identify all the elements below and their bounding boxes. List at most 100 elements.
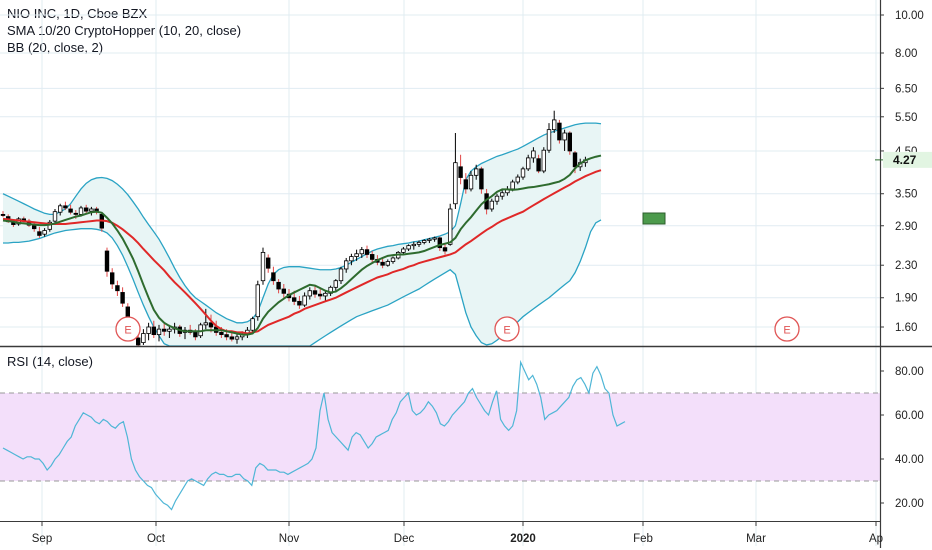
candle-body [167, 328, 172, 332]
candle [552, 110, 557, 134]
earnings-circle [774, 316, 800, 342]
candle [354, 249, 359, 261]
price-tick-label: 3.50 [895, 189, 917, 201]
candle-body [359, 249, 364, 255]
candle [167, 324, 172, 338]
candle-body [302, 295, 307, 306]
candle [536, 154, 541, 174]
candle-body [73, 212, 78, 215]
price-tick-label: 2.30 [895, 260, 917, 272]
bollinger-bands [2, 122, 602, 347]
candle [115, 280, 120, 296]
candle [338, 266, 344, 284]
candle-body [546, 129, 552, 151]
candle-body [380, 261, 385, 266]
candle [562, 129, 567, 151]
candle [416, 240, 422, 247]
candle [104, 247, 110, 277]
candle-body [354, 253, 359, 257]
candle [265, 254, 271, 273]
candle-body [208, 322, 214, 328]
candle-body [494, 195, 500, 202]
rsi-legend: RSI (14, close) [7, 353, 93, 370]
candle-body [146, 326, 151, 334]
time-tick-label: Ap [869, 533, 883, 545]
moving-averages [2, 154, 602, 336]
candle [531, 147, 536, 163]
candle-body [255, 284, 260, 318]
candle-body [515, 176, 520, 183]
candle-body [271, 272, 276, 282]
candle-body [338, 268, 344, 282]
candle [161, 323, 167, 336]
candle [515, 174, 520, 185]
candle [437, 236, 442, 252]
candle-body [58, 205, 63, 213]
candle [520, 166, 526, 180]
last-price-label: 4.27 [893, 153, 917, 167]
candle-body [447, 208, 453, 245]
candle-body [499, 192, 505, 197]
candle [302, 292, 307, 307]
price-tick-label: 1.90 [895, 293, 917, 305]
bb-fill [3, 123, 601, 346]
candle-body [203, 322, 208, 326]
candle [52, 208, 58, 223]
earnings-label: E [503, 325, 510, 337]
candle-body [32, 225, 37, 230]
candle [260, 247, 266, 285]
last-price-badge [883, 151, 932, 168]
candle [141, 329, 146, 345]
candle-body [567, 132, 572, 152]
sma-indicator-label[interactable]: SMA 10/20 CryptoHopper (10, 20, close) [7, 23, 242, 38]
candle [58, 203, 63, 216]
candle [276, 279, 281, 294]
candle-body [297, 300, 302, 306]
candle [312, 285, 318, 298]
projection-box [642, 212, 666, 225]
candle-body [89, 208, 94, 212]
price-tick-label: 5.50 [895, 112, 917, 124]
rsi-tick-label: 40.00 [895, 454, 924, 466]
candle-body [442, 247, 448, 252]
candle-body [536, 158, 541, 172]
bb-upper-band [2, 122, 602, 324]
candle-body [390, 257, 396, 262]
time-tick-label: Mar [746, 533, 766, 545]
candle-body [234, 336, 240, 340]
candle-body [78, 207, 84, 215]
candle-body [385, 261, 390, 266]
candle-body [369, 254, 375, 260]
rsi-indicator-label[interactable]: RSI (14, close) [7, 354, 93, 369]
candle-body [104, 250, 110, 272]
candle-body [141, 333, 146, 343]
candle-body [265, 257, 271, 269]
price-tick-label: 6.50 [895, 83, 917, 95]
rsi-pane [0, 359, 880, 511]
candle-body [260, 251, 266, 282]
time-tick-label: 2020 [510, 533, 536, 545]
candle-body [219, 332, 224, 336]
sma-fast-line [2, 154, 602, 336]
price-tick-label: 2.90 [895, 221, 917, 233]
rsi-band-fill [0, 393, 880, 481]
candle-body [281, 288, 286, 294]
candle-body [307, 290, 312, 297]
candle-body [224, 334, 229, 338]
candle-body [250, 318, 255, 331]
candle [453, 133, 458, 209]
rsi-tick-label: 80.00 [895, 366, 924, 378]
candle [421, 239, 427, 245]
bb-indicator-label[interactable]: BB (20, close, 2) [7, 40, 104, 55]
time-tick-label: Sep [32, 533, 52, 545]
candle [343, 257, 349, 273]
candle-body [479, 168, 484, 190]
candle [281, 283, 286, 298]
candle [333, 279, 338, 291]
candle [307, 287, 312, 300]
earnings-circle [494, 316, 520, 342]
candle [567, 131, 572, 155]
candle [463, 173, 468, 194]
candle-body [276, 281, 281, 290]
